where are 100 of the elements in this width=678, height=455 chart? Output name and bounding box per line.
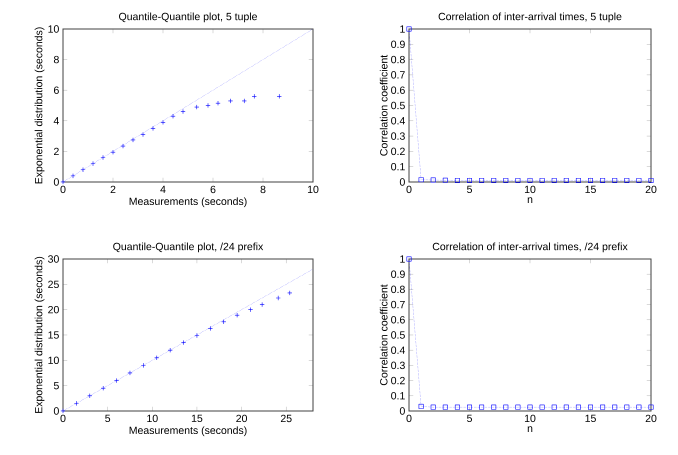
point xyxy=(564,178,569,183)
y-tick-label: 0 xyxy=(54,178,59,186)
point xyxy=(442,178,448,183)
point xyxy=(600,404,606,410)
point xyxy=(648,404,654,410)
point xyxy=(588,404,594,410)
point xyxy=(612,404,618,410)
x-tick-label: 20 xyxy=(646,414,656,422)
y-tick-label: 0.5 xyxy=(391,331,405,339)
point xyxy=(636,178,642,183)
x-tick-label: 8 xyxy=(260,186,266,194)
y-tick-label: 0 xyxy=(54,407,59,415)
y-tick-label: 0.8 xyxy=(391,286,405,294)
x-tick-label: 10 xyxy=(147,414,158,422)
y-tick-label: 0.9 xyxy=(391,40,405,48)
point xyxy=(454,404,460,410)
y-tick-label: 0.9 xyxy=(391,270,405,278)
x-axis-title: Measurements (seconds) xyxy=(130,197,247,208)
point xyxy=(491,404,496,410)
y-tick-label: 0.2 xyxy=(391,148,405,156)
point xyxy=(503,404,508,410)
point xyxy=(540,404,545,410)
y-axis-title: Correlation coefficient xyxy=(380,54,388,156)
point xyxy=(454,178,460,183)
y-tick-label: 0 xyxy=(400,178,405,186)
x-tick-label: 10 xyxy=(524,186,536,194)
y-axis-title: Correlation coefficient xyxy=(380,284,388,386)
y-tick-label: 2 xyxy=(54,148,59,156)
x-tick-label: 0 xyxy=(406,186,412,194)
point xyxy=(636,404,642,410)
y-tick-label: 0.4 xyxy=(391,346,405,354)
point xyxy=(418,404,424,409)
point xyxy=(576,404,581,410)
y-tick-label: 0.5 xyxy=(391,102,405,110)
y-tick-label: 6 xyxy=(54,86,59,94)
point xyxy=(430,177,436,182)
y-axis-title: Exponential distribution (seconds) xyxy=(34,27,44,184)
point xyxy=(612,178,618,183)
y-tick-label: 0.3 xyxy=(391,132,405,140)
x-tick-label: 5 xyxy=(467,186,472,194)
point xyxy=(515,178,520,183)
point xyxy=(467,178,472,183)
y-tick-label: 0.7 xyxy=(391,300,405,308)
point xyxy=(648,178,654,183)
point xyxy=(528,404,533,410)
y-tick-label: 0.6 xyxy=(391,86,405,94)
point xyxy=(479,178,484,183)
x-tick-label: 20 xyxy=(646,186,656,194)
point xyxy=(442,404,448,410)
y-tick-label: 0.3 xyxy=(391,362,405,370)
chart-title: Correlation of inter-arrival times, 5 tuple xyxy=(438,12,622,22)
y-tick-label: 0.6 xyxy=(391,316,405,324)
y-tick-label: 25 xyxy=(48,280,59,288)
x-tick-label: 20 xyxy=(236,414,247,422)
x-tick-label: 4 xyxy=(160,186,166,193)
x-tick-label: 15 xyxy=(585,186,596,194)
point xyxy=(552,178,557,183)
y-tick-label: 0.1 xyxy=(391,162,405,170)
chart-title: Quantile-Quantile plot, 5 tuple xyxy=(119,12,257,22)
chart-title: Correlation of inter-arrival times, /24 prefix xyxy=(432,242,628,252)
point xyxy=(600,178,606,183)
point xyxy=(552,404,557,410)
chart-title: Quantile-Quantile plot, /24 prefix xyxy=(113,242,264,252)
x-tick-label: 15 xyxy=(192,414,202,422)
y-tick-label: 10 xyxy=(48,356,59,364)
point xyxy=(418,177,424,182)
x-tick-label: 5 xyxy=(467,414,472,422)
y-tick-label: 1 xyxy=(400,25,405,33)
point xyxy=(467,404,472,410)
point xyxy=(576,178,581,183)
y-tick-label: 0.4 xyxy=(391,117,405,125)
x-tick-label: 15 xyxy=(585,414,596,422)
y-tick-label: 4 xyxy=(54,117,59,124)
x-tick-label: 5 xyxy=(105,414,110,422)
y-tick-label: 30 xyxy=(48,255,59,263)
x-tick-label: 0 xyxy=(406,414,412,422)
point xyxy=(564,404,569,410)
point xyxy=(194,104,200,110)
point xyxy=(406,256,412,262)
y-tick-label: 5 xyxy=(54,382,59,390)
x-axis-title: n xyxy=(528,426,532,432)
y-tick-label: 15 xyxy=(48,331,59,339)
point xyxy=(430,404,436,410)
y-tick-label: 0.2 xyxy=(391,376,405,384)
point xyxy=(503,178,508,183)
y-tick-label: 0.7 xyxy=(391,71,405,79)
y-tick-label: 0.8 xyxy=(391,56,405,64)
point xyxy=(540,178,545,183)
y-tick-label: 8 xyxy=(54,56,59,64)
point xyxy=(624,178,630,183)
point xyxy=(491,178,496,183)
x-tick-label: 2 xyxy=(110,186,116,194)
point xyxy=(624,404,630,410)
point xyxy=(515,404,520,410)
x-tick-label: 10 xyxy=(524,414,536,422)
point xyxy=(588,178,594,183)
point xyxy=(479,404,484,410)
x-tick-label: 0 xyxy=(60,186,66,194)
y-tick-label: 10 xyxy=(48,25,59,33)
point xyxy=(406,26,412,32)
